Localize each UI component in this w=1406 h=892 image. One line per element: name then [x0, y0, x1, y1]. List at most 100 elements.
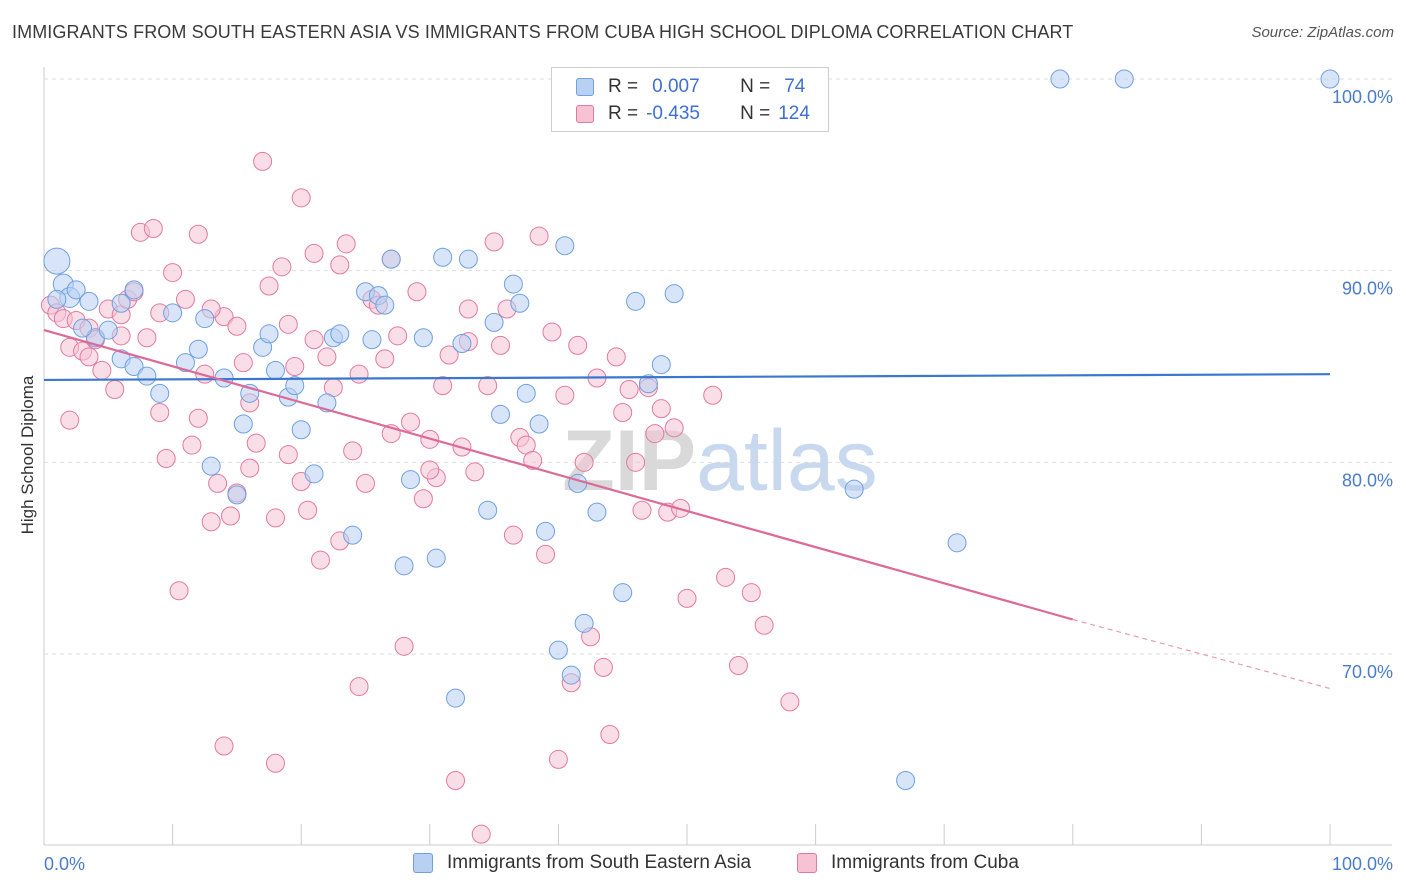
point-cuba [304, 330, 324, 350]
point-cuba [619, 380, 639, 399]
point-cuba [259, 276, 279, 296]
point-south-eastern-asia [47, 289, 67, 309]
point-cuba [201, 512, 221, 532]
point-south-eastern-asia [548, 640, 568, 660]
legend-n-value-series1: 74 [784, 76, 806, 97]
point-cuba [536, 544, 556, 564]
point-south-eastern-asia [233, 414, 253, 434]
bottom-legend-swatch-blue [413, 853, 433, 873]
point-cuba [188, 408, 208, 428]
point-south-eastern-asia [124, 357, 144, 376]
point-cuba [233, 353, 253, 373]
point-cuba [143, 219, 163, 238]
point-cuba [555, 385, 575, 405]
bottom-legend-swatch-pink [797, 853, 817, 873]
point-cuba [484, 232, 504, 252]
legend-row-series1: R = 0.007 N = 74 [576, 76, 805, 98]
point-cuba [548, 749, 568, 769]
point-south-eastern-asia [947, 533, 967, 553]
point-south-eastern-asia [43, 247, 71, 275]
point-cuba [606, 347, 626, 367]
point-cuba [310, 550, 330, 570]
chart-title: IMMIGRANTS FROM SOUTH EASTERN ASIA VS IM… [12, 22, 1074, 42]
x-tick-label: 0.0% [44, 854, 85, 874]
point-south-eastern-asia [458, 249, 478, 269]
point-south-eastern-asia [664, 284, 684, 304]
legend-swatch-blue [576, 78, 594, 96]
correlation-legend: R = 0.007 N = 74 R = -0.435 N = 124 [551, 67, 829, 132]
point-south-eastern-asia [433, 247, 453, 267]
point-cuba [349, 364, 369, 384]
point-cuba [420, 460, 440, 480]
point-cuba [265, 508, 285, 528]
point-south-eastern-asia [413, 328, 433, 348]
point-south-eastern-asia [491, 404, 511, 424]
point-south-eastern-asia [503, 274, 523, 294]
trend-line-south-eastern-asia [43, 373, 1331, 382]
point-cuba [163, 263, 183, 283]
point-cuba [317, 347, 337, 367]
point-south-eastern-asia [1050, 69, 1070, 89]
point-south-eastern-asia [626, 291, 646, 311]
point-cuba [645, 424, 665, 444]
point-cuba [401, 412, 421, 432]
legend-n-label: N = [740, 76, 771, 97]
point-south-eastern-asia [536, 521, 556, 541]
point-cuba [182, 435, 202, 455]
point-cuba [593, 657, 613, 677]
point-south-eastern-asia [265, 360, 285, 380]
x-tick-label: 100.0% [1332, 854, 1393, 874]
point-cuba [214, 736, 234, 756]
point-cuba [150, 403, 170, 422]
point-cuba [220, 506, 240, 526]
point-cuba [439, 345, 459, 365]
point-cuba [568, 335, 588, 355]
point-cuba [227, 316, 247, 336]
point-south-eastern-asia [73, 318, 93, 338]
point-south-eastern-asia [638, 374, 658, 394]
point-cuba [413, 489, 433, 509]
point-cuba [446, 771, 466, 790]
point-cuba [465, 462, 485, 482]
point-cuba [188, 224, 208, 244]
point-south-eastern-asia [343, 525, 363, 545]
point-cuba [79, 347, 99, 367]
point-cuba [458, 299, 478, 319]
point-cuba [394, 636, 414, 656]
point-cuba [388, 326, 408, 346]
y-tick-label: 70.0% [1342, 662, 1393, 682]
point-cuba [754, 615, 774, 635]
point-south-eastern-asia [401, 470, 421, 490]
trend-line-cuba [43, 329, 1074, 621]
source-label: Source: ZipAtlas.com [1251, 24, 1394, 41]
point-south-eastern-asia [561, 665, 581, 685]
point-south-eastern-asia [79, 291, 99, 311]
point-south-eastern-asia [124, 280, 144, 300]
point-cuba [491, 335, 511, 355]
legend-swatch-pink [576, 105, 594, 123]
point-south-eastern-asia [137, 366, 157, 386]
point-cuba [728, 656, 748, 675]
point-cuba [137, 328, 157, 348]
point-cuba [298, 500, 318, 520]
point-cuba [356, 473, 375, 493]
point-south-eastern-asia [66, 280, 86, 300]
point-south-eastern-asia [227, 485, 247, 505]
point-cuba [613, 403, 633, 422]
point-cuba [600, 725, 620, 744]
bottom-legend-series1: Immigrants from South Eastern Asia [413, 852, 751, 874]
point-south-eastern-asia [330, 324, 350, 344]
point-cuba [336, 234, 356, 254]
y-tick-label: 100.0% [1332, 87, 1393, 107]
point-south-eastern-asia [555, 236, 575, 256]
point-south-eastern-asia [1114, 69, 1134, 89]
point-south-eastern-asia [201, 456, 221, 476]
point-south-eastern-asia [291, 420, 311, 440]
point-cuba [156, 449, 176, 468]
point-cuba [60, 410, 80, 430]
point-cuba [651, 399, 671, 419]
y-tick-label: 80.0% [1342, 470, 1393, 490]
point-south-eastern-asia [111, 293, 131, 313]
point-south-eastern-asia [516, 383, 536, 403]
